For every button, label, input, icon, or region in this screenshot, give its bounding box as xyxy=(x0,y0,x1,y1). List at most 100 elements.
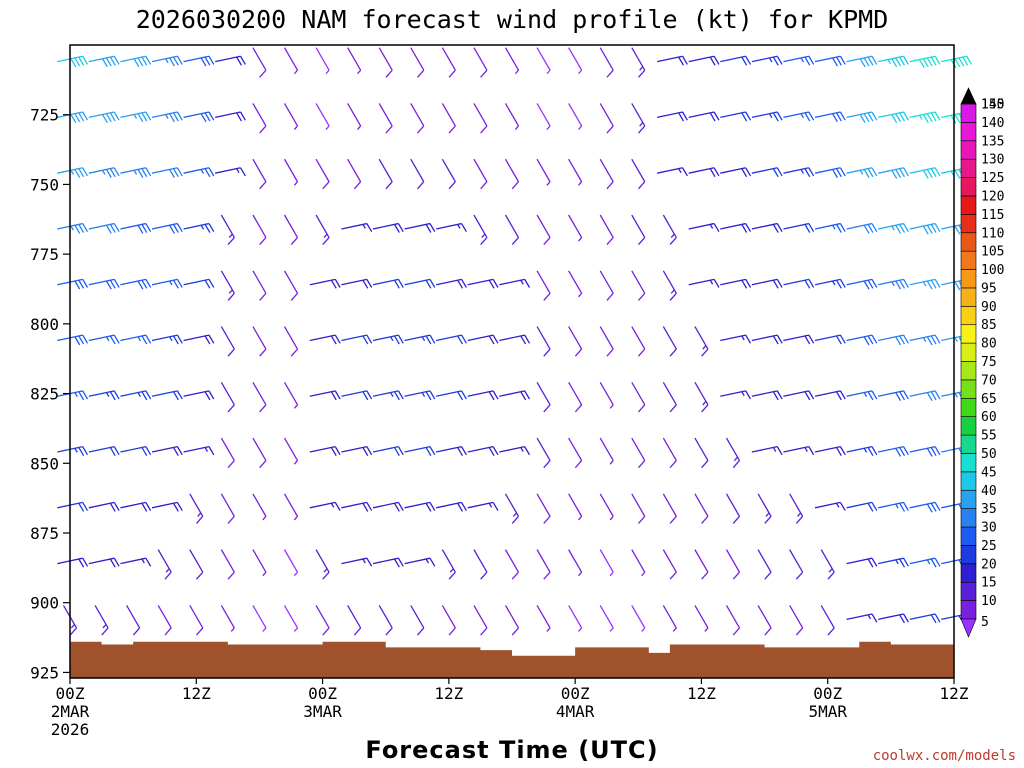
barb-flag xyxy=(208,334,215,344)
wind-barb xyxy=(631,493,646,524)
barb-staff xyxy=(662,605,677,629)
wind-barb xyxy=(878,167,909,179)
barb-half-flag xyxy=(293,571,298,577)
barb-flag xyxy=(164,627,172,636)
barb-flag xyxy=(74,57,81,67)
barb-flag xyxy=(871,111,878,121)
barb-staff xyxy=(814,222,841,230)
wind-barb xyxy=(504,605,520,636)
wind-barb xyxy=(504,493,520,524)
wind-barb xyxy=(878,334,909,346)
barb-flag xyxy=(208,446,215,456)
barb-flag xyxy=(176,55,183,65)
barb-flag xyxy=(105,113,112,123)
barb-flag xyxy=(839,223,846,233)
barb-flag xyxy=(863,57,870,67)
barb-flag xyxy=(330,335,337,345)
barb-staff xyxy=(183,167,210,174)
barb-flag xyxy=(895,280,902,290)
barb-flag xyxy=(776,334,783,344)
barb-half-flag xyxy=(546,627,551,632)
wind-barb xyxy=(473,214,488,246)
wind-barb xyxy=(631,103,646,134)
barb-staff xyxy=(126,605,141,629)
barb-flag xyxy=(448,571,456,580)
x-tick-label: 5MAR xyxy=(808,702,847,721)
barb-staff xyxy=(283,158,299,183)
wind-barb xyxy=(252,270,267,301)
barb-staff xyxy=(536,549,551,573)
wind-barb xyxy=(878,222,909,234)
chart-title: 2026030200 NAM forecast wind profile (kt… xyxy=(136,5,889,34)
wind-barb xyxy=(631,549,646,577)
barb-half-flag xyxy=(262,627,267,632)
barb-flag xyxy=(772,335,779,345)
barb-staff xyxy=(378,103,393,127)
barb-staff xyxy=(568,270,583,294)
barb-flag xyxy=(105,57,112,67)
wind-barb xyxy=(57,55,89,68)
barb-flag xyxy=(839,111,846,121)
y-tick-label: 900 xyxy=(30,594,59,613)
barb-flag xyxy=(334,390,341,400)
wind-barb xyxy=(814,278,846,289)
barb-flag xyxy=(701,515,709,524)
barb-half-flag xyxy=(262,571,267,577)
wind-barb xyxy=(436,390,467,401)
barb-half-flag xyxy=(512,512,517,517)
barb-flag xyxy=(776,111,783,121)
wind-barb xyxy=(909,501,941,513)
barb-staff xyxy=(504,549,520,573)
barb-flag xyxy=(145,111,152,121)
colorbar-label: 100 xyxy=(981,263,1004,278)
wind-barb xyxy=(846,334,878,346)
barb-staff xyxy=(783,55,809,63)
wind-barb xyxy=(151,55,183,67)
barb-staff xyxy=(846,557,873,565)
wind-barb xyxy=(220,214,235,246)
barb-half-flag xyxy=(390,392,394,397)
barb-staff xyxy=(878,55,904,63)
barb-flag xyxy=(709,56,716,66)
wind-barb xyxy=(57,334,89,346)
wind-barb xyxy=(88,55,120,68)
x-tick-label: 12Z xyxy=(434,684,463,703)
wind-barb xyxy=(57,557,89,568)
barb-staff xyxy=(878,501,904,509)
barb-flag xyxy=(385,125,393,134)
wind-barb xyxy=(378,47,393,78)
colorbar-swatch xyxy=(960,416,977,436)
wind-barb xyxy=(120,390,152,401)
barb-flag xyxy=(926,503,933,513)
barb-staff xyxy=(309,278,336,286)
barb-flag xyxy=(362,335,369,345)
barb-staff xyxy=(347,158,362,183)
wind-barb xyxy=(599,493,614,521)
barb-flag xyxy=(669,460,677,469)
wind-barb xyxy=(909,222,941,235)
barb-flag xyxy=(176,446,183,456)
barb-flag xyxy=(520,335,527,345)
barb-flag xyxy=(713,278,720,288)
barb-staff xyxy=(631,437,646,461)
wind-barb xyxy=(599,47,614,78)
wind-barb xyxy=(341,334,373,345)
wind-barb xyxy=(725,493,741,524)
wind-barb xyxy=(283,437,299,465)
barb-staff xyxy=(757,493,772,517)
wind-barb xyxy=(757,493,772,524)
barb-flag xyxy=(366,334,373,344)
wind-barb xyxy=(720,55,752,66)
wind-barb xyxy=(536,326,551,357)
wind-barb xyxy=(757,605,772,636)
barb-flag xyxy=(804,391,811,401)
barb-staff xyxy=(631,47,646,71)
barb-flag xyxy=(169,113,175,123)
barb-flag xyxy=(524,446,531,456)
barb-staff xyxy=(909,557,936,565)
barb-flag xyxy=(926,392,933,402)
colorbar-label: 140 xyxy=(981,116,1004,131)
barb-half-flag xyxy=(520,279,524,285)
wind-barb xyxy=(599,326,614,357)
barb-flag xyxy=(488,279,495,289)
